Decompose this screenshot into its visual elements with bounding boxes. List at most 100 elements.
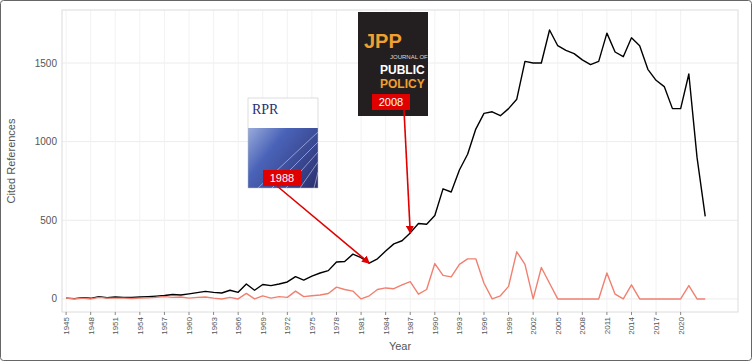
x-tick	[115, 312, 116, 315]
x-tick	[410, 312, 411, 315]
x-tick-label: 1954	[136, 316, 145, 334]
annotation: JPP JOURNAL OF PUBLICPOLICY 2008	[358, 12, 428, 233]
series-line	[66, 30, 705, 299]
cover-ray	[314, 172, 318, 188]
x-grid-line	[238, 10, 239, 312]
x-tick	[262, 312, 263, 315]
x-tick-label: 1978	[332, 316, 341, 334]
x-grid-line	[508, 10, 509, 312]
x-grid-line	[533, 10, 534, 312]
x-tick	[361, 312, 362, 315]
x-tick-label: 1975	[308, 316, 317, 334]
x-tick-label: 2014	[627, 316, 636, 334]
x-tick	[287, 312, 288, 315]
x-tick	[508, 312, 509, 315]
x-tick-label: 1987	[406, 316, 415, 334]
x-tick-label: 1990	[431, 316, 440, 334]
x-tick	[434, 312, 435, 315]
plot-frame	[62, 10, 738, 312]
x-tick-label: 1972	[283, 316, 292, 334]
y-grid-line	[62, 220, 738, 221]
cover	[358, 12, 428, 116]
x-tick-label: 1960	[185, 316, 194, 334]
x-tick	[680, 312, 681, 315]
annotation: RPR1988	[248, 98, 369, 263]
x-tick-label: 2005	[554, 316, 563, 334]
x-tick-label: 2011	[603, 316, 612, 334]
x-tick	[656, 312, 657, 315]
x-tick	[311, 312, 312, 315]
x-tick-label: 2002	[529, 316, 538, 334]
y-grid-line	[62, 141, 738, 142]
x-tick-label: 2017	[652, 316, 661, 334]
x-grid-line	[90, 10, 91, 312]
annotation-arrow	[404, 110, 410, 233]
outer-frame	[1, 1, 752, 361]
annotation-arrow	[277, 186, 369, 263]
x-tick	[336, 312, 337, 315]
x-tick-label: 1969	[259, 316, 268, 334]
x-tick	[582, 312, 583, 315]
x-tick-label: 1945	[62, 316, 71, 334]
x-tick	[139, 312, 140, 315]
x-grid-line	[213, 10, 214, 312]
series-group	[66, 30, 705, 299]
x-tick-label: 1981	[357, 316, 366, 334]
annotation-label-box	[372, 94, 410, 110]
x-tick-label: 1993	[455, 316, 464, 334]
x-tick	[66, 312, 67, 315]
x-tick-label: 1999	[505, 316, 514, 334]
x-tick-label: 1966	[234, 316, 243, 334]
x-grid-line	[582, 10, 583, 312]
x-grid-line	[336, 10, 337, 312]
cover-text: POLICY	[380, 77, 425, 91]
x-tick-label: 2008	[578, 316, 587, 334]
x-grid-line	[459, 10, 460, 312]
series-line	[66, 252, 705, 299]
cover-ray	[258, 132, 318, 188]
x-tick-label: 1984	[382, 316, 391, 334]
x-tick	[385, 312, 386, 315]
cover-ray	[300, 162, 318, 188]
annotation-label: 2008	[379, 96, 403, 108]
x-tick	[631, 312, 632, 315]
x-grid-line	[656, 10, 657, 312]
x-grid-line	[66, 10, 67, 312]
cover-text: PUBLIC	[380, 63, 425, 77]
x-tick	[90, 312, 91, 315]
x-grid-line	[189, 10, 190, 312]
x-tick	[533, 312, 534, 315]
y-tick-label: 500	[40, 215, 57, 226]
cover-text: RPR	[252, 102, 279, 117]
x-grid-line	[483, 10, 484, 312]
x-grid-line	[139, 10, 140, 312]
chart: 0 500 1000 1500 1945 1948 1951 1954 1957 1960 1963…	[0, 0, 752, 361]
x-tick	[213, 312, 214, 315]
x-tick-label: 1948	[87, 316, 96, 334]
x-tick	[557, 312, 558, 315]
y-tick-label: 1000	[35, 136, 58, 147]
cover-border	[248, 98, 318, 188]
x-tick	[459, 312, 460, 315]
y-grid-line	[62, 298, 738, 299]
cover	[248, 98, 318, 188]
x-tick-label: 1963	[210, 316, 219, 334]
x-grid-line	[631, 10, 632, 312]
x-grid-line	[557, 10, 558, 312]
x-tick	[189, 312, 190, 315]
x-tick-label: 1951	[111, 316, 120, 334]
x-tick	[164, 312, 165, 315]
cover-text: JPP	[364, 30, 402, 52]
y-axis-title: Cited References	[5, 118, 17, 203]
y-tick-label: 0	[51, 293, 57, 304]
x-tick-label: 1957	[160, 316, 169, 334]
x-grid-line	[115, 10, 116, 312]
x-tick-label: 2020	[677, 316, 686, 334]
x-tick	[238, 312, 239, 315]
y-tick-label: 1500	[35, 58, 58, 69]
x-grid-line	[164, 10, 165, 312]
cover-text: JOURNAL OF	[390, 54, 428, 60]
annotation-label-box	[263, 170, 301, 186]
x-axis-title: Year	[389, 340, 412, 352]
x-grid-line	[680, 10, 681, 312]
